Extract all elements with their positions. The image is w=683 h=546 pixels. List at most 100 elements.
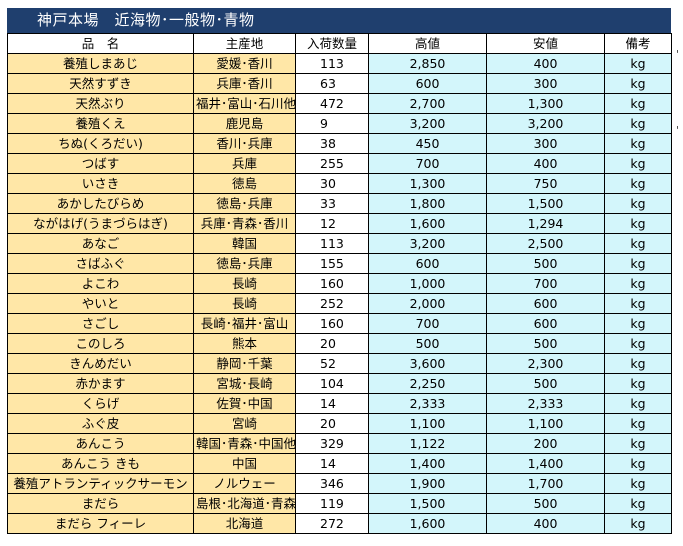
cell-origin: 兵庫 bbox=[193, 153, 296, 174]
cell-note: kg bbox=[604, 453, 672, 474]
cell-note: kg bbox=[604, 133, 672, 154]
cell-origin: 静岡･千葉 bbox=[193, 353, 296, 374]
cell-low-price: 3,200 bbox=[486, 113, 605, 134]
cell-note: kg bbox=[604, 233, 672, 254]
cell-quantity: 38 bbox=[295, 133, 369, 154]
cell-name: きんめだい bbox=[7, 353, 194, 374]
cell-quantity: 272 bbox=[295, 513, 369, 534]
table-row: このしろ 熊本 20 500 500 kg bbox=[7, 333, 672, 354]
table-row: まだら フィーレ 北海道 272 1,600 400 kg bbox=[7, 513, 672, 534]
cell-origin: 徳島･兵庫 bbox=[193, 253, 296, 274]
cell-high-price: 2,000 bbox=[368, 293, 487, 314]
cell-quantity: 12 bbox=[295, 213, 369, 234]
cell-note: kg bbox=[604, 113, 672, 134]
cell-name: ちぬ(くろだい) bbox=[7, 133, 194, 154]
cell-origin: 愛媛･香川 bbox=[193, 53, 296, 74]
cell-note: kg bbox=[604, 393, 672, 414]
table-row: いさき 徳島 30 1,300 750 kg bbox=[7, 173, 672, 194]
cell-quantity: 14 bbox=[295, 393, 369, 414]
column-header-low-price: 安値 bbox=[486, 33, 605, 54]
cell-low-price: 600 bbox=[486, 293, 605, 314]
cell-low-price: 1,700 bbox=[486, 473, 605, 494]
cell-quantity: 160 bbox=[295, 313, 369, 334]
cell-high-price: 1,900 bbox=[368, 473, 487, 494]
cell-note: kg bbox=[604, 193, 672, 214]
cell-origin: 兵庫･青森･香川 bbox=[193, 213, 296, 234]
column-header-origin: 主産地 bbox=[193, 33, 296, 54]
cell-origin: 長崎 bbox=[193, 273, 296, 294]
price-sheet: 神戸本場 近海物･一般物･青物 品 名 主産地 入荷数量 高値 安値 備考 養殖… bbox=[7, 8, 672, 534]
cell-name: あんこう bbox=[7, 433, 194, 454]
cell-name: ながはげ(うまづらはぎ) bbox=[7, 213, 194, 234]
table-row: あんこう きも 中国 14 1,400 1,400 kg bbox=[7, 453, 672, 474]
price-table: 品 名 主産地 入荷数量 高値 安値 備考 養殖しまあじ 愛媛･香川 113 2,85… bbox=[7, 33, 672, 534]
table-row: 天然ぶり 福井･富山･石川他 472 2,700 1,300 kg bbox=[7, 93, 672, 114]
cell-quantity: 252 bbox=[295, 293, 369, 314]
column-header-quantity: 入荷数量 bbox=[295, 33, 369, 54]
cell-note: kg bbox=[604, 73, 672, 94]
cell-high-price: 500 bbox=[368, 333, 487, 354]
table-row: あんこう 韓国･青森･中国他 329 1,122 200 kg bbox=[7, 433, 672, 454]
cell-low-price: 2,500 bbox=[486, 233, 605, 254]
cell-name: いさき bbox=[7, 173, 194, 194]
cell-low-price: 300 bbox=[486, 133, 605, 154]
cell-high-price: 1,100 bbox=[368, 413, 487, 434]
cell-low-price: 1,400 bbox=[486, 453, 605, 474]
cell-quantity: 255 bbox=[295, 153, 369, 174]
cell-note: kg bbox=[604, 213, 672, 234]
cell-low-price: 1,300 bbox=[486, 93, 605, 114]
cell-origin: 韓国･青森･中国他 bbox=[193, 433, 296, 454]
cell-high-price: 2,850 bbox=[368, 53, 487, 74]
cell-high-price: 1,600 bbox=[368, 213, 487, 234]
cell-origin: 徳島 bbox=[193, 173, 296, 194]
cell-quantity: 119 bbox=[295, 493, 369, 514]
cell-low-price: 500 bbox=[486, 253, 605, 274]
cell-note: kg bbox=[604, 173, 672, 194]
cell-name: このしろ bbox=[7, 333, 194, 354]
cell-high-price: 3,200 bbox=[368, 233, 487, 254]
cell-name: くらげ bbox=[7, 393, 194, 414]
cell-quantity: 113 bbox=[295, 233, 369, 254]
cell-low-price: 600 bbox=[486, 313, 605, 334]
cell-note: kg bbox=[604, 353, 672, 374]
cell-name: あかしたびらめ bbox=[7, 193, 194, 214]
cell-note: kg bbox=[604, 413, 672, 434]
table-row: 養殖くえ 鹿児島 9 3,200 3,200 kg bbox=[7, 113, 672, 134]
table-row: ながはげ(うまづらはぎ) 兵庫･青森･香川 12 1,600 1,294 kg bbox=[7, 213, 672, 234]
table-row: くらげ 佐賀･中国 14 2,333 2,333 kg bbox=[7, 393, 672, 414]
cell-origin: 韓国 bbox=[193, 233, 296, 254]
cell-note: kg bbox=[604, 473, 672, 494]
cell-note: kg bbox=[604, 153, 672, 174]
cell-name: 養殖アトランティックサーモン bbox=[7, 473, 194, 494]
cell-note: kg bbox=[604, 333, 672, 354]
cell-note: kg bbox=[604, 433, 672, 454]
cell-name: 天然すずき bbox=[7, 73, 194, 94]
cell-origin: 長崎･福井･富山 bbox=[193, 313, 296, 334]
cell-origin: 兵庫･香川 bbox=[193, 73, 296, 94]
cell-quantity: 104 bbox=[295, 373, 369, 394]
cell-origin: 福井･富山･石川他 bbox=[193, 93, 296, 114]
cell-origin: 徳島･兵庫 bbox=[193, 193, 296, 214]
cell-high-price: 600 bbox=[368, 253, 487, 274]
cell-low-price: 1,100 bbox=[486, 413, 605, 434]
cell-high-price: 1,300 bbox=[368, 173, 487, 194]
cell-note: kg bbox=[604, 93, 672, 114]
cell-low-price: 700 bbox=[486, 273, 605, 294]
table-row: あなご 韓国 113 3,200 2,500 kg bbox=[7, 233, 672, 254]
table-row: きんめだい 静岡･千葉 52 3,600 2,300 kg bbox=[7, 353, 672, 374]
cell-high-price: 1,500 bbox=[368, 493, 487, 514]
cell-high-price: 450 bbox=[368, 133, 487, 154]
cell-name: まだら bbox=[7, 493, 194, 514]
cell-low-price: 300 bbox=[486, 73, 605, 94]
cell-low-price: 1,500 bbox=[486, 193, 605, 214]
cell-note: kg bbox=[604, 513, 672, 534]
column-header-name: 品 名 bbox=[7, 33, 194, 54]
cell-low-price: 500 bbox=[486, 493, 605, 514]
column-header-high-price: 高値 bbox=[368, 33, 487, 54]
cell-high-price: 1,600 bbox=[368, 513, 487, 534]
table-row: つばす 兵庫 255 700 400 kg bbox=[7, 153, 672, 174]
table-row: あかしたびらめ 徳島･兵庫 33 1,800 1,500 kg bbox=[7, 193, 672, 214]
cell-origin: 北海道 bbox=[193, 513, 296, 534]
cell-name: あなご bbox=[7, 233, 194, 254]
cell-origin: 熊本 bbox=[193, 333, 296, 354]
